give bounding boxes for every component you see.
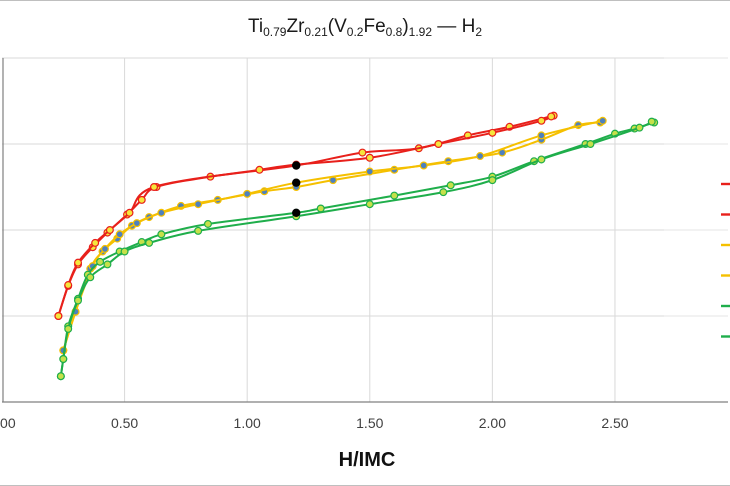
data-point xyxy=(86,273,95,282)
title-part: — H xyxy=(432,16,475,37)
data-point xyxy=(105,226,114,235)
x-tick-label: 0.00 xyxy=(0,415,16,431)
series-6 xyxy=(56,117,656,381)
data-point xyxy=(64,324,73,333)
data-point xyxy=(255,165,264,174)
title-part: Fe xyxy=(363,16,385,37)
highlight-point xyxy=(292,161,301,170)
data-point xyxy=(446,181,455,190)
data-point xyxy=(586,140,595,149)
data-point xyxy=(132,219,141,228)
data-point xyxy=(74,296,83,305)
data-point xyxy=(476,152,485,161)
title-part: Ti xyxy=(248,16,263,37)
title-part: ) xyxy=(402,16,408,37)
data-point xyxy=(103,260,112,269)
series-4 xyxy=(59,116,607,355)
highlight-point xyxy=(292,178,301,187)
data-point xyxy=(96,257,105,266)
highlight-group xyxy=(292,161,301,217)
data-point xyxy=(358,148,367,157)
data-point xyxy=(120,247,129,256)
data-point xyxy=(488,128,497,137)
data-point xyxy=(145,238,154,247)
data-point xyxy=(54,312,63,321)
data-point xyxy=(635,123,644,132)
data-point xyxy=(365,153,374,162)
x-axis-label: H/IMC xyxy=(339,449,396,471)
x-tick-label: 2.50 xyxy=(601,415,628,431)
data-point xyxy=(150,183,159,192)
data-point xyxy=(115,230,124,239)
data-point xyxy=(157,230,166,239)
data-point xyxy=(157,208,166,217)
data-point xyxy=(537,116,546,125)
x-tick-label: 1.50 xyxy=(356,415,383,431)
series-5 xyxy=(56,118,659,381)
data-point xyxy=(137,195,146,204)
title-subscript: 0.8 xyxy=(386,25,403,39)
x-tick-label: 2.00 xyxy=(479,415,506,431)
series-line xyxy=(59,120,653,377)
data-point xyxy=(316,204,325,213)
data-point xyxy=(365,167,374,176)
data-point xyxy=(419,161,428,170)
title-subscript: 0.2 xyxy=(347,25,364,39)
title-part: (V xyxy=(328,16,347,37)
chart-title-group: Ti0.79Zr0.21(V0.2Fe0.8)1.92 — H2 xyxy=(248,16,482,39)
axes xyxy=(2,58,728,403)
data-point xyxy=(203,219,212,228)
title-subscript: 1.92 xyxy=(409,25,433,39)
title-subscript: 0.21 xyxy=(304,25,328,39)
data-point xyxy=(100,244,109,253)
data-point xyxy=(547,112,556,121)
data-point xyxy=(390,191,399,200)
x-tick-label: 0.50 xyxy=(111,415,138,431)
data-point xyxy=(194,226,203,235)
data-point xyxy=(434,140,443,149)
x-tick-label: 1.00 xyxy=(234,415,261,431)
grid xyxy=(2,57,728,402)
data-point xyxy=(91,238,100,247)
chart-title: Ti0.79Zr0.21(V0.2Fe0.8)1.92 — H2 xyxy=(248,16,482,39)
highlight-point xyxy=(292,208,301,217)
data-point xyxy=(537,131,546,140)
title-subscript: 0.79 xyxy=(263,25,287,39)
data-point xyxy=(59,355,68,364)
series-line xyxy=(57,114,554,317)
legend xyxy=(721,182,730,338)
series-line xyxy=(59,121,655,377)
data-point xyxy=(365,200,374,209)
data-point xyxy=(488,176,497,185)
data-point xyxy=(194,200,203,209)
data-point xyxy=(56,372,65,381)
series-3 xyxy=(59,118,605,355)
data-point xyxy=(537,155,546,164)
x-tick-labels: 0.00 0.50 1.00 1.50 2.00 2.50 xyxy=(0,415,629,431)
data-point xyxy=(647,117,656,126)
data-point xyxy=(243,189,252,198)
series-group xyxy=(54,111,659,381)
data-point xyxy=(74,258,83,267)
data-point xyxy=(125,208,134,217)
data-point xyxy=(598,116,607,125)
title-part: Zr xyxy=(286,16,305,37)
series-line xyxy=(57,115,552,317)
data-point xyxy=(64,281,73,290)
title-subscript: 2 xyxy=(475,25,482,39)
data-point xyxy=(439,188,448,197)
